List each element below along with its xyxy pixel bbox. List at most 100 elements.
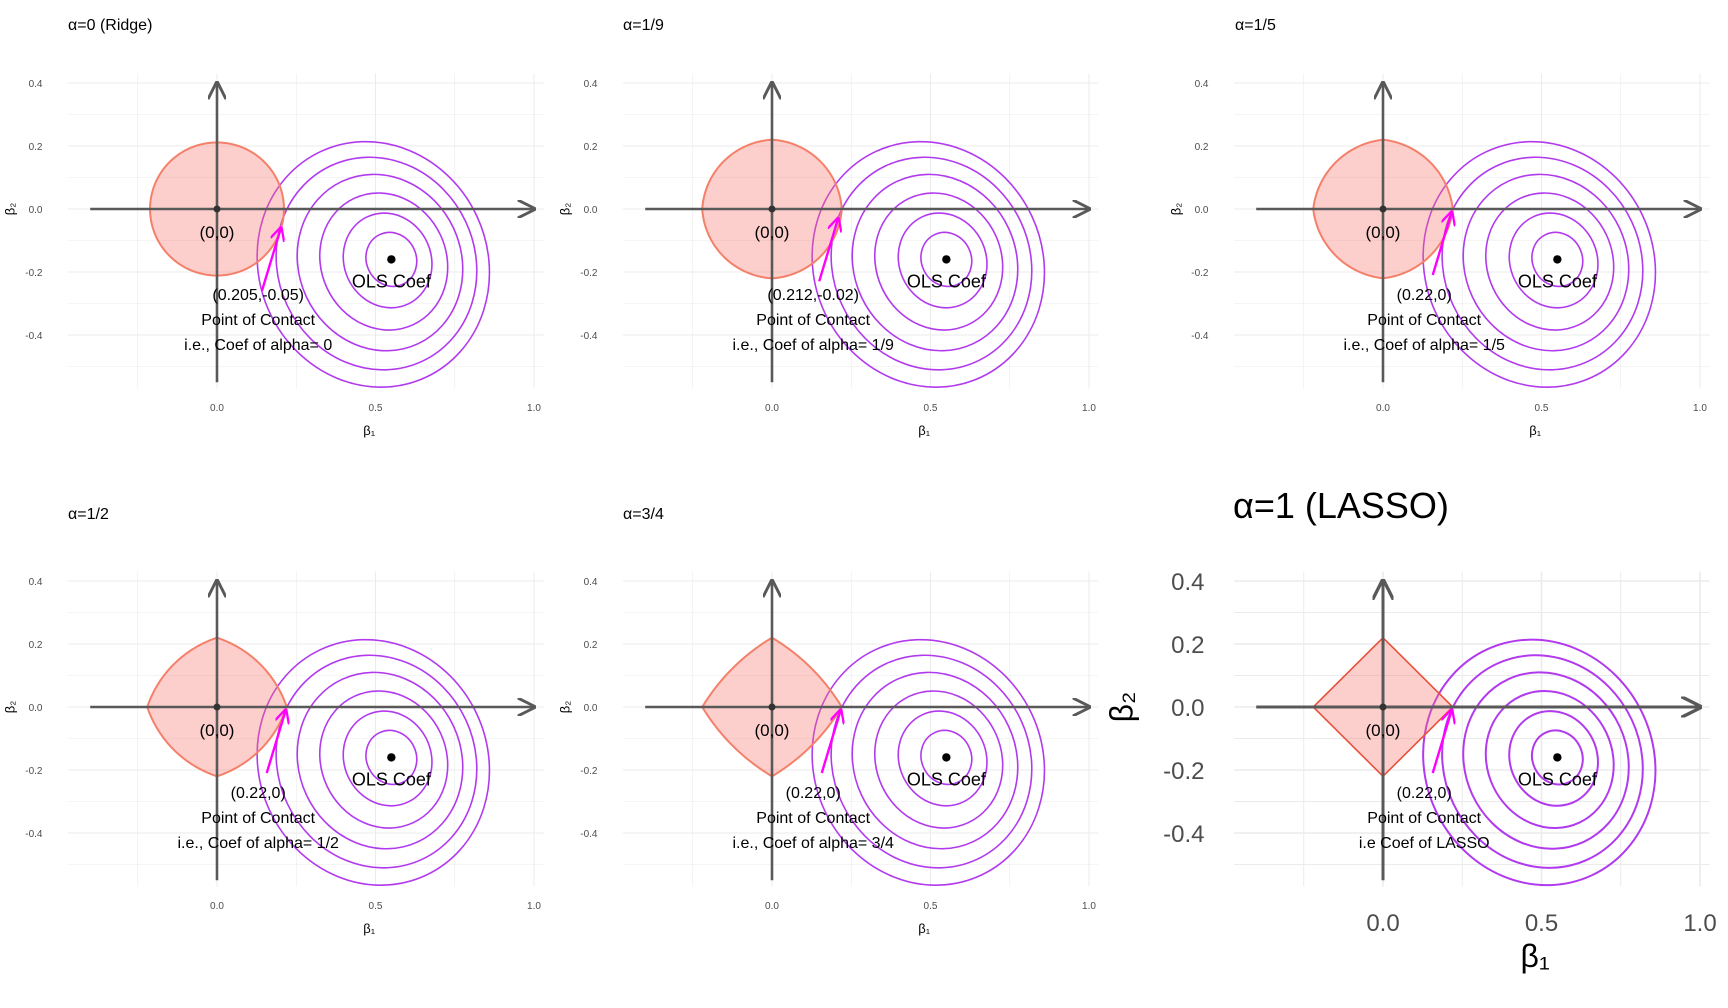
annotation-line: (0.205,-0.05) (212, 287, 304, 304)
origin-label: (0,0) (755, 721, 790, 740)
origin-point (1379, 703, 1387, 711)
chart-panel: α=1/2 0.0 0.5 1.0 0.4 0.2 0.0 -0.2 -0.4 β₁ β₂ (0,0)… (3, 506, 544, 936)
contour-line (1441, 654, 1644, 869)
y-tick-label: -0.2 (580, 766, 598, 777)
y-tick-label: 0.4 (584, 79, 598, 90)
contour-line (873, 192, 1004, 331)
y-tick-label: 0.0 (584, 703, 598, 714)
contact-arrow (820, 710, 841, 774)
ols-point (1553, 255, 1562, 264)
ols-label: OLS Coef (1518, 769, 1598, 789)
x-tick-label: 0.0 (210, 901, 224, 912)
chart-title: α=1/9 (623, 17, 664, 34)
y-tick-label: 0.0 (29, 205, 43, 216)
contour-line (851, 173, 1019, 352)
y-tick-label: -0.4 (1163, 821, 1204, 848)
contour-line (1422, 140, 1657, 388)
contour-line (1422, 638, 1657, 887)
y-tick-label: -0.2 (1163, 758, 1204, 785)
x-tick-label: 0.0 (765, 901, 779, 912)
x-axis-label: β₁ (918, 423, 930, 438)
contour-line (275, 654, 478, 869)
chart-title: α=1 (LASSO) (1233, 485, 1449, 526)
y-tick-label: -0.2 (25, 766, 43, 777)
contour-line (365, 729, 418, 786)
y-tick-label: 0.4 (29, 79, 43, 90)
y-tick-label: -0.2 (25, 268, 43, 279)
ols-point (942, 753, 951, 762)
y-tick-label: 0.0 (1171, 695, 1204, 722)
origin-label: (0,0) (1366, 223, 1401, 242)
contour-line (1462, 173, 1630, 352)
ols-label: OLS Coef (352, 769, 432, 789)
contour-line (1508, 212, 1599, 309)
contour-line (296, 671, 464, 850)
x-tick-label: 1.0 (527, 901, 541, 912)
x-axis-label: β₁ (363, 423, 375, 438)
y-tick-label: 0.4 (1195, 79, 1209, 90)
ols-label: OLS Coef (352, 271, 432, 291)
x-axis-label: β₁ (1521, 938, 1550, 974)
contour-line (365, 231, 418, 288)
y-tick-label: -0.4 (1191, 331, 1209, 342)
annotation-line: i.e., Coef of alpha= 3/4 (732, 835, 894, 852)
contact-arrow (260, 228, 281, 292)
origin-label: (0,0) (200, 721, 235, 740)
annotation-line: Point of Contact (1367, 312, 1481, 329)
contact-arrow (265, 710, 286, 774)
contour-line (920, 729, 973, 786)
x-tick-label: 0.5 (1535, 403, 1549, 414)
contour-line (296, 173, 464, 352)
y-axis-label: β₂ (558, 203, 573, 216)
contact-arrow (1431, 212, 1452, 276)
y-tick-label: 0.4 (1171, 569, 1204, 596)
annotation-line: (0.22,0) (786, 785, 841, 802)
annotation-line: Point of Contact (1367, 810, 1481, 827)
y-tick-label: -0.4 (25, 829, 43, 840)
ols-label: OLS Coef (1518, 271, 1598, 291)
contour-line (318, 192, 449, 331)
contour-line (811, 140, 1046, 388)
ols-point (942, 255, 951, 264)
chart-panel: α=1 (LASSO) 0.0 0.5 1.0 0.4 0.2 0.0 -0.2 -0.4 β₁ β… (1104, 485, 1717, 974)
y-tick-label: 0.2 (584, 640, 598, 651)
annotation-line: (0.22,0) (231, 785, 286, 802)
contour-line (1508, 710, 1599, 807)
y-tick-label: 0.4 (584, 577, 598, 588)
origin-label: (0,0) (200, 223, 235, 242)
x-tick-label: 1.0 (1683, 910, 1716, 937)
y-axis-label: β₂ (3, 203, 18, 216)
x-tick-label: 0.0 (765, 403, 779, 414)
x-tick-label: 1.0 (1082, 901, 1096, 912)
y-tick-label: 0.2 (1171, 632, 1204, 659)
contour-line (851, 671, 1019, 850)
y-tick-label: -0.4 (25, 331, 43, 342)
x-tick-label: 0.0 (1366, 910, 1399, 937)
origin-point (1379, 205, 1387, 213)
y-axis-label: β₂ (558, 701, 573, 714)
origin-point (768, 205, 776, 213)
chart-title: α=3/4 (623, 506, 664, 523)
y-tick-label: 0.2 (584, 142, 598, 153)
contour-line (920, 231, 973, 288)
contour-line (897, 212, 988, 309)
chart-panel: α=3/4 0.0 0.5 1.0 0.4 0.2 0.0 -0.2 -0.4 β₁ β₂ (0,0)… (558, 506, 1099, 936)
x-tick-label: 0.0 (210, 403, 224, 414)
contour-line (830, 156, 1033, 371)
origin-point (213, 703, 221, 711)
x-tick-label: 0.5 (924, 901, 938, 912)
x-tick-label: 0.5 (924, 403, 938, 414)
origin-label: (0,0) (755, 223, 790, 242)
ols-point (387, 753, 396, 762)
x-axis-label: β₁ (1529, 423, 1541, 438)
annotation-line: i.e., Coef of alpha= 1/5 (1343, 337, 1505, 354)
chart-title: α=1/5 (1235, 17, 1276, 34)
annotation-line: i.e., Coef of alpha= 0 (184, 337, 332, 354)
annotation-line: i.e., Coef of alpha= 1/2 (177, 835, 339, 852)
x-tick-label: 0.0 (1376, 403, 1390, 414)
y-tick-label: 0.2 (29, 640, 43, 651)
contour-line (256, 638, 491, 886)
annotation-line: Point of Contact (756, 810, 870, 827)
y-tick-label: -0.2 (1191, 268, 1209, 279)
y-tick-label: 0.0 (1195, 205, 1209, 216)
